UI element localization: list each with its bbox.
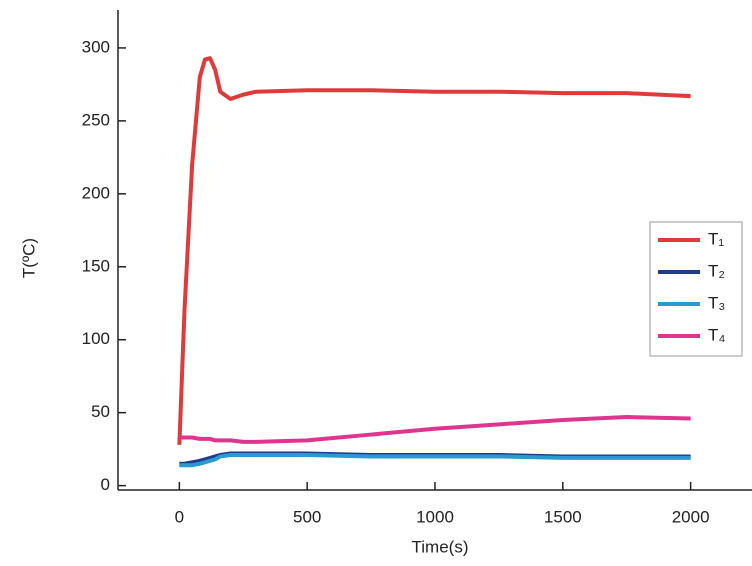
y-tick-label: 50	[91, 402, 110, 421]
y-tick-label: 100	[82, 329, 110, 348]
legend-label: T₃	[708, 293, 725, 312]
legend-box	[649, 221, 743, 357]
y-axis-label: T(ºC)	[19, 238, 38, 278]
x-tick-label: 2000	[672, 507, 710, 526]
x-tick-label: 1500	[544, 507, 582, 526]
x-tick-label: 500	[293, 507, 321, 526]
y-tick-label: 300	[82, 37, 110, 56]
y-tick-label: 250	[82, 110, 110, 129]
x-axis-label: Time(s)	[412, 537, 469, 556]
legend-label: T₂	[708, 261, 725, 280]
series-line	[179, 452, 691, 468]
series-line	[179, 415, 691, 444]
legend-label: T₁	[708, 229, 724, 248]
x-tick-label: 1000	[416, 507, 454, 526]
x-tick-label: 0	[175, 507, 184, 526]
y-tick-label: 200	[82, 183, 110, 202]
legend-label: T₄	[708, 325, 725, 344]
y-tick-label: 0	[101, 475, 110, 494]
series-line	[177, 56, 691, 445]
y-tick-label: 150	[82, 256, 110, 275]
